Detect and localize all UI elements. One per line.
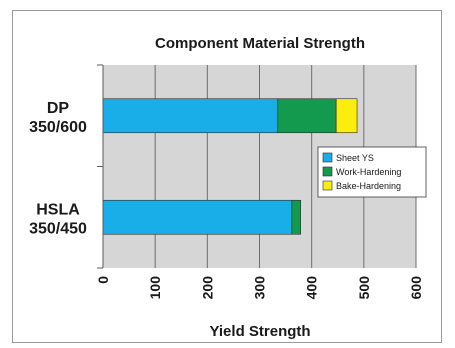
legend: Sheet YS Work-Hardening Bake-Hardening — [317, 146, 427, 198]
category-label: 350/600 — [29, 119, 87, 136]
category-labels: DP 350/600 HSLA 350/450 — [29, 100, 87, 238]
x-tick-label: 0 — [95, 276, 111, 284]
legend-label: Sheet YS — [336, 153, 374, 163]
x-tick-label: 200 — [199, 276, 215, 300]
legend-swatch — [322, 152, 333, 163]
x-axis-label: Yield Strength — [209, 323, 310, 340]
x-tick-labels: 0 100 200 300 400 500 600 — [95, 276, 424, 300]
legend-swatch — [322, 166, 333, 177]
bar-segment — [102, 98, 279, 134]
category-label: HSLA — [36, 201, 80, 218]
x-tick-label: 500 — [356, 276, 372, 300]
bar-segment — [277, 98, 337, 134]
bar-segment — [291, 199, 302, 235]
bar-segment — [335, 98, 358, 134]
x-tick-label: 400 — [304, 276, 320, 300]
legend-box — [317, 146, 427, 198]
x-tick-label: 600 — [408, 276, 424, 300]
chart-title: Component Material Strength — [155, 35, 365, 52]
bar-segment — [102, 199, 293, 235]
bars — [102, 98, 358, 235]
legend-swatch — [322, 180, 333, 191]
category-label: DP — [47, 100, 70, 117]
legend-label: Bake-Hardening — [336, 181, 401, 191]
x-tick-label: 100 — [147, 276, 163, 300]
x-tick-label: 300 — [252, 276, 268, 300]
y-axis-ticks — [97, 64, 103, 269]
category-label: 350/450 — [29, 220, 87, 237]
legend-label: Work-Hardening — [336, 167, 401, 177]
